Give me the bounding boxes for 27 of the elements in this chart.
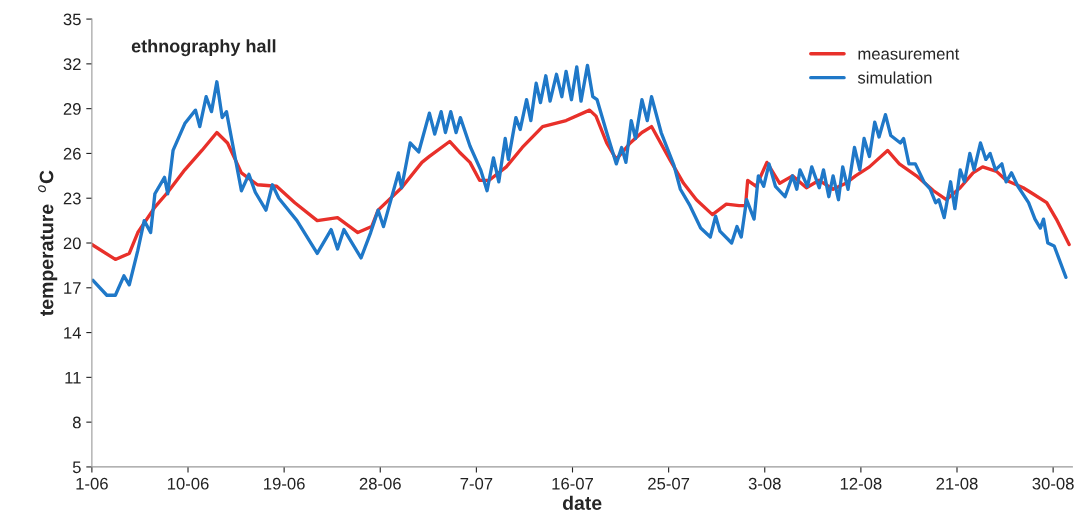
- y-axis-title: temperature $^{o}$C: [38, 170, 58, 316]
- y-tick-label: 14: [64, 327, 81, 339]
- x-tick-label: 10-06: [167, 477, 209, 490]
- x-tick-label: 16-07: [552, 477, 593, 490]
- y-tick-label: 20: [63, 237, 81, 250]
- y-tick-label: 8: [72, 416, 81, 429]
- y-tick-label: 5: [72, 461, 81, 474]
- y-tick-label: 23: [63, 192, 81, 205]
- x-tick-label: 7-07: [460, 477, 493, 490]
- y-tick-label: 17: [64, 282, 81, 294]
- x-tick-label: 28-06: [359, 477, 401, 490]
- legend-label: measurement: [858, 48, 960, 60]
- y-tick-label: 29: [63, 103, 81, 115]
- x-tick-label: 30-08: [1032, 477, 1074, 490]
- x-axis-title: date: [562, 495, 602, 510]
- x-tick-label: 19-06: [264, 477, 305, 490]
- text: ethnography hall: [131, 39, 276, 57]
- x-tick-label: 3-08: [748, 477, 781, 490]
- x-tick-label: 25-07: [648, 477, 690, 490]
- x-tick-label: 12-08: [840, 477, 882, 490]
- y-tick-label: 26: [63, 147, 81, 160]
- y-tick-label: 32: [63, 58, 81, 71]
- y-tick-label: 35: [63, 13, 81, 26]
- x-tick-label: 1-06: [76, 477, 108, 490]
- y-tick-label: 11: [65, 371, 81, 384]
- legend-label: simulation: [857, 71, 932, 84]
- x-tick-label: 21-08: [936, 477, 978, 490]
